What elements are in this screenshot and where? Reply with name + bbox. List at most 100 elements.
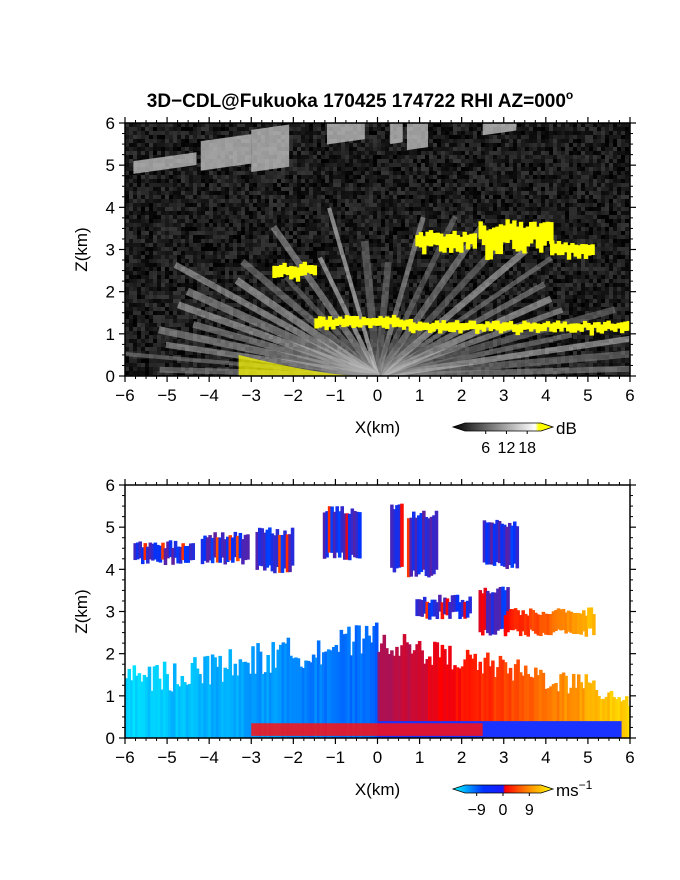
noise-cell bbox=[245, 195, 249, 199]
noise-cell bbox=[189, 203, 193, 207]
noise-cell bbox=[421, 227, 425, 231]
noise-cell bbox=[381, 135, 385, 139]
noise-cell bbox=[269, 203, 273, 207]
noise-cell bbox=[333, 279, 337, 283]
noise-cell bbox=[289, 203, 293, 207]
noise-cell bbox=[129, 127, 133, 131]
noise-cell bbox=[257, 179, 261, 183]
noise-cell bbox=[281, 231, 285, 235]
noise-cell bbox=[389, 243, 393, 247]
noise-cell bbox=[169, 147, 173, 151]
noise-cell bbox=[377, 287, 381, 291]
noise-cell bbox=[341, 183, 345, 187]
noise-cell bbox=[257, 255, 261, 259]
noise-cell bbox=[189, 219, 193, 223]
noise-cell bbox=[389, 175, 393, 179]
noise-cell bbox=[269, 271, 273, 275]
noise-cell bbox=[261, 287, 265, 291]
noise-cell bbox=[429, 275, 433, 279]
noise-cell bbox=[193, 363, 197, 367]
noise-cell bbox=[157, 311, 161, 315]
noise-cell bbox=[309, 207, 313, 211]
noise-cell bbox=[157, 219, 161, 223]
noise-cell bbox=[197, 147, 201, 151]
noise-cell bbox=[153, 147, 157, 151]
noise-cell bbox=[145, 267, 149, 271]
noise-cell bbox=[229, 347, 233, 351]
noise-cell bbox=[337, 267, 341, 271]
noise-cell bbox=[393, 195, 397, 199]
noise-cell bbox=[341, 295, 345, 299]
noise-cell bbox=[377, 171, 381, 175]
noise-cell bbox=[305, 191, 309, 195]
noise-cell bbox=[421, 267, 425, 271]
noise-cell bbox=[425, 207, 429, 211]
noise-cell bbox=[277, 227, 281, 231]
noise-cell bbox=[213, 295, 217, 299]
noise-cell bbox=[413, 151, 417, 155]
noise-cell bbox=[245, 179, 249, 183]
noise-cell bbox=[321, 219, 325, 223]
noise-cell bbox=[277, 219, 281, 223]
noise-cell bbox=[285, 223, 289, 227]
noise-cell bbox=[129, 231, 133, 235]
noise-cell bbox=[237, 175, 241, 179]
noise-cell bbox=[361, 171, 365, 175]
noise-cell bbox=[293, 231, 297, 235]
noise-cell bbox=[337, 207, 341, 211]
noise-cell bbox=[305, 307, 309, 311]
noise-cell bbox=[209, 211, 213, 215]
noise-cell bbox=[281, 279, 285, 283]
noise-cell bbox=[317, 255, 321, 259]
noise-cell bbox=[401, 131, 405, 135]
noise-cell bbox=[241, 163, 245, 167]
noise-cell bbox=[377, 271, 381, 275]
noise-cell bbox=[369, 255, 373, 259]
noise-cell bbox=[361, 263, 365, 267]
noise-cell bbox=[425, 167, 429, 171]
noise-cell bbox=[209, 355, 213, 359]
noise-cell bbox=[173, 239, 177, 243]
noise-cell bbox=[381, 207, 385, 211]
noise-cell bbox=[133, 175, 137, 179]
noise-cell bbox=[377, 279, 381, 283]
noise-cell bbox=[417, 211, 421, 215]
noise-cell bbox=[177, 287, 181, 291]
noise-cell bbox=[333, 151, 337, 155]
noise-cell bbox=[353, 259, 357, 263]
noise-cell bbox=[305, 143, 309, 147]
noise-cell bbox=[277, 203, 281, 207]
noise-cell bbox=[317, 247, 321, 251]
noise-cell bbox=[245, 227, 249, 231]
noise-cell bbox=[213, 255, 217, 259]
noise-cell bbox=[161, 279, 165, 283]
noise-cell bbox=[349, 195, 353, 199]
noise-cell bbox=[341, 231, 345, 235]
noise-cell bbox=[329, 203, 333, 207]
noise-cell bbox=[133, 259, 137, 263]
noise-cell bbox=[241, 251, 245, 255]
noise-cell bbox=[185, 175, 189, 179]
noise-cell bbox=[137, 215, 141, 219]
noise-cell bbox=[329, 147, 333, 151]
noise-cell bbox=[277, 283, 281, 287]
noise-cell bbox=[429, 223, 433, 227]
noise-cell bbox=[389, 207, 393, 211]
noise-cell bbox=[373, 159, 377, 163]
noise-cell bbox=[125, 359, 129, 363]
noise-cell bbox=[197, 319, 201, 323]
noise-cell bbox=[165, 227, 169, 231]
noise-cell bbox=[165, 279, 169, 283]
noise-cell bbox=[161, 195, 165, 199]
noise-cell bbox=[333, 267, 337, 271]
noise-cell bbox=[129, 339, 133, 343]
noise-cell bbox=[373, 239, 377, 243]
noise-cell bbox=[349, 219, 353, 223]
noise-cell bbox=[157, 155, 161, 159]
noise-cell bbox=[301, 227, 305, 231]
noise-cell bbox=[281, 227, 285, 231]
noise-cell bbox=[389, 247, 393, 251]
noise-cell bbox=[349, 311, 353, 315]
noise-cell bbox=[141, 307, 145, 311]
noise-cell bbox=[425, 159, 429, 163]
